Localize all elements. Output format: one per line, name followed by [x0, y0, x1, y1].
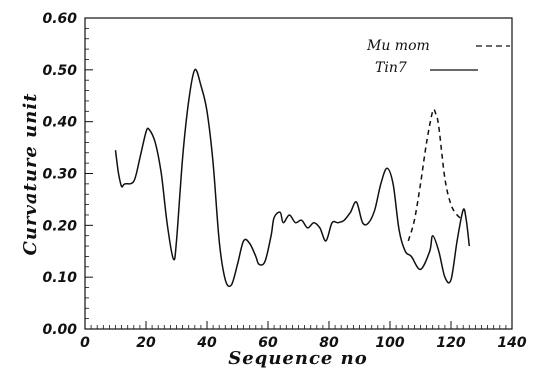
x-tick-label: 120 — [436, 335, 465, 351]
legend-label-tin7: Tin7 — [375, 60, 407, 76]
series-line-tin7 — [114, 68, 471, 288]
tick-marks — [84, 17, 513, 330]
series-layer — [114, 68, 471, 288]
x-tick-label: 0 — [80, 335, 90, 351]
y-tick-label: 0.10 — [42, 270, 77, 286]
x-tick-label: 40 — [196, 335, 217, 351]
y-tick-label: 0.30 — [42, 167, 77, 183]
tick-labels: 0 20 40 60 80 100 120 140 0.00 0.10 0.20 0.30 0.40 0.… — [42, 11, 526, 351]
x-tick-label: 140 — [497, 335, 526, 351]
legend-label-mu-mom: Mu mom — [366, 38, 430, 54]
y-tick-label: 0.20 — [42, 218, 77, 234]
x-tick-label: 100 — [375, 335, 404, 351]
y-tick-label: 0.60 — [42, 11, 77, 27]
x-tick-label: 20 — [136, 335, 156, 351]
y-tick-label: 0.40 — [42, 115, 77, 131]
y-tick-label: 0.00 — [42, 322, 77, 338]
y-axis-title: Curvature unit — [20, 93, 41, 256]
y-tick-label: 0.50 — [42, 63, 77, 79]
series-line-mu-mom — [407, 108, 464, 242]
x-tick-label: 60 — [258, 335, 278, 351]
x-tick-label: 80 — [319, 335, 339, 351]
legend: Mu mom Tin7 — [366, 38, 510, 76]
x-axis-title: Sequence no — [228, 348, 367, 369]
